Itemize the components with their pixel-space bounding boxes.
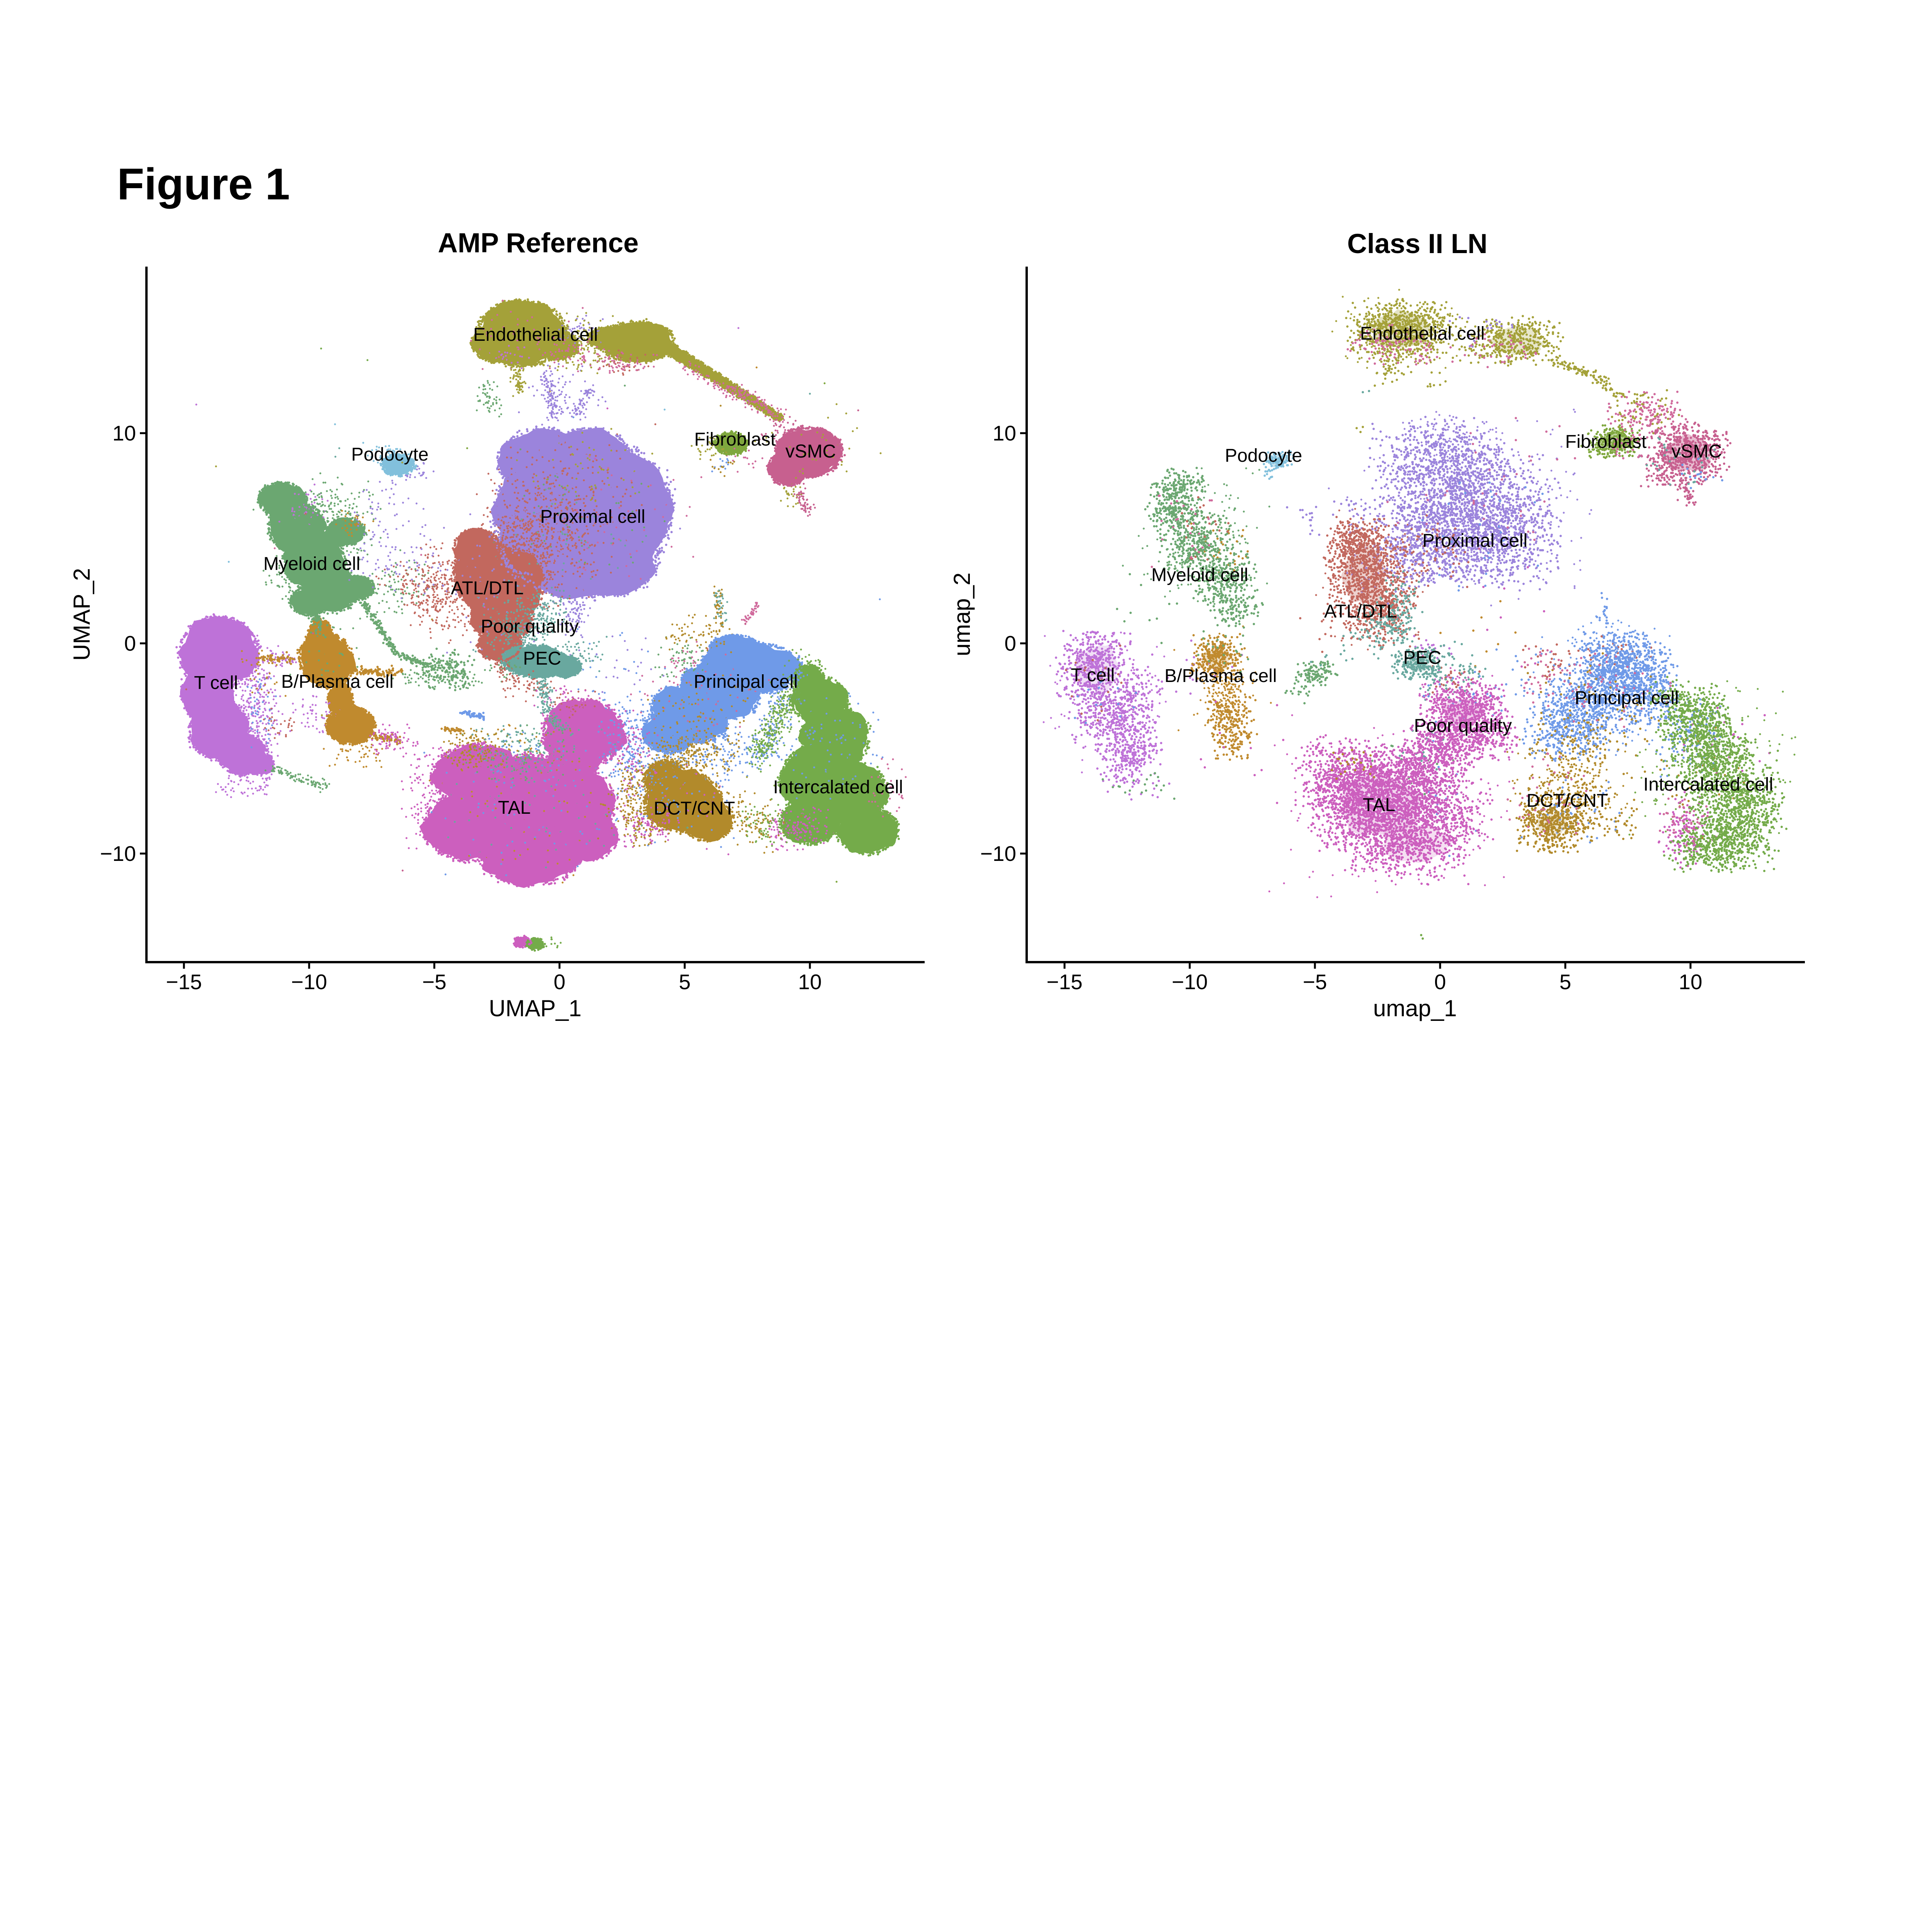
svg-text:ATL/DTL: ATL/DTL bbox=[451, 578, 524, 599]
svg-text:UMAP_2: UMAP_2 bbox=[69, 568, 95, 661]
svg-text:PEC: PEC bbox=[1403, 648, 1442, 668]
svg-text:B/Plasma cell: B/Plasma cell bbox=[1165, 666, 1277, 686]
svg-text:TAL: TAL bbox=[1363, 795, 1395, 815]
svg-text:−5: −5 bbox=[422, 970, 447, 994]
svg-text:−10: −10 bbox=[1172, 970, 1208, 994]
svg-text:Endothelial cell: Endothelial cell bbox=[473, 325, 598, 345]
svg-text:10: 10 bbox=[112, 421, 136, 445]
svg-text:Fibroblast: Fibroblast bbox=[1565, 432, 1647, 452]
svg-text:Class II LN: Class II LN bbox=[1347, 229, 1487, 259]
svg-text:5: 5 bbox=[679, 970, 691, 994]
svg-text:Podocyte: Podocyte bbox=[1225, 446, 1302, 466]
svg-text:ATL/DTL: ATL/DTL bbox=[1324, 601, 1397, 622]
svg-text:10: 10 bbox=[993, 421, 1016, 445]
svg-text:Proximal cell: Proximal cell bbox=[540, 507, 645, 527]
svg-text:Podocyte: Podocyte bbox=[351, 444, 429, 465]
svg-text:DCT/CNT: DCT/CNT bbox=[1527, 791, 1608, 811]
svg-text:DCT/CNT: DCT/CNT bbox=[654, 798, 735, 819]
svg-text:B/Plasma cell: B/Plasma cell bbox=[281, 672, 394, 692]
svg-text:Figure 1: Figure 1 bbox=[117, 160, 290, 209]
svg-text:vSMC: vSMC bbox=[786, 441, 836, 462]
svg-text:−15: −15 bbox=[1046, 970, 1082, 994]
svg-text:Principal cell: Principal cell bbox=[694, 672, 798, 692]
svg-text:0: 0 bbox=[1004, 631, 1016, 655]
svg-text:vSMC: vSMC bbox=[1672, 441, 1722, 462]
svg-text:−15: −15 bbox=[166, 970, 202, 994]
svg-text:umap_1: umap_1 bbox=[1373, 995, 1457, 1021]
svg-text:Principal cell: Principal cell bbox=[1575, 688, 1679, 708]
svg-text:5: 5 bbox=[1560, 970, 1571, 994]
svg-text:T cell: T cell bbox=[194, 673, 238, 693]
svg-text:T cell: T cell bbox=[1071, 665, 1115, 685]
svg-text:−10: −10 bbox=[100, 842, 136, 866]
svg-text:umap_2: umap_2 bbox=[949, 573, 975, 656]
svg-text:Myeloid cell: Myeloid cell bbox=[264, 554, 361, 574]
svg-text:0: 0 bbox=[554, 970, 566, 994]
svg-text:Poor quality: Poor quality bbox=[1414, 716, 1512, 736]
svg-text:10: 10 bbox=[798, 970, 821, 994]
svg-text:Poor quality: Poor quality bbox=[481, 616, 578, 637]
svg-text:PEC: PEC bbox=[523, 648, 561, 669]
svg-text:−5: −5 bbox=[1303, 970, 1327, 994]
svg-text:Fibroblast: Fibroblast bbox=[694, 429, 776, 450]
svg-text:0: 0 bbox=[1434, 970, 1446, 994]
svg-text:−10: −10 bbox=[291, 970, 327, 994]
svg-text:Myeloid cell: Myeloid cell bbox=[1151, 565, 1248, 585]
svg-text:Endothelial cell: Endothelial cell bbox=[1360, 323, 1485, 344]
svg-text:Intercalated cell: Intercalated cell bbox=[773, 777, 903, 798]
svg-text:UMAP_1: UMAP_1 bbox=[489, 995, 582, 1021]
svg-text:10: 10 bbox=[1679, 970, 1702, 994]
svg-text:−10: −10 bbox=[980, 842, 1016, 866]
svg-text:Proximal cell: Proximal cell bbox=[1422, 531, 1527, 551]
svg-text:Intercalated cell: Intercalated cell bbox=[1643, 774, 1773, 795]
svg-text:TAL: TAL bbox=[498, 798, 531, 818]
svg-text:0: 0 bbox=[124, 631, 136, 655]
svg-text:AMP Reference: AMP Reference bbox=[438, 228, 639, 259]
